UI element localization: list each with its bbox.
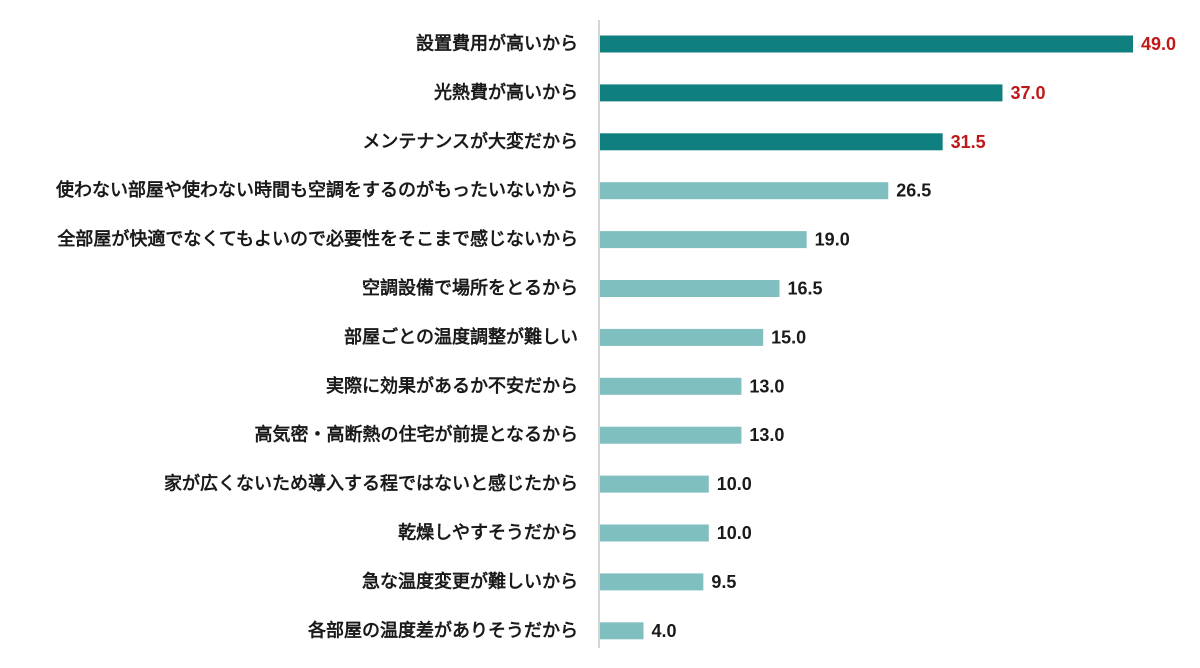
bar-row: 設置費用が高いから 49.0 xyxy=(416,33,1176,55)
category-label: 設置費用が高いから xyxy=(416,33,578,55)
value-label: 16.5 xyxy=(787,279,822,299)
bar xyxy=(600,328,764,346)
value-label: 9.5 xyxy=(711,572,736,592)
bar-row: 各部屋の温度差がありそうだから 4.0 xyxy=(307,619,677,641)
category-label: 乾燥しやすそうだから xyxy=(398,522,578,544)
bar-row: 使わない部屋や使わない時間も空調をするのがもったいないから 26.5 xyxy=(55,179,931,201)
bar-row: 高気密・高断熱の住宅が前提となるから 13.0 xyxy=(255,424,785,446)
bar-row: 実際に効果があるか不安だから 13.0 xyxy=(326,375,784,397)
bar xyxy=(600,84,1003,102)
bar xyxy=(600,231,807,249)
value-label: 13.0 xyxy=(749,376,784,396)
category-label: 空調設備で場所をとるから xyxy=(362,277,578,299)
category-label: 実際に効果があるか不安だから xyxy=(326,375,578,397)
category-label: メンテナンスが大変だから xyxy=(362,130,578,152)
bar xyxy=(600,426,742,444)
bar-row: 乾燥しやすそうだから 10.0 xyxy=(398,522,752,544)
bar-row: 空調設備で場所をとるから 16.5 xyxy=(362,277,823,299)
bar xyxy=(600,280,780,297)
value-label: 4.0 xyxy=(652,621,677,641)
bar xyxy=(600,475,709,493)
bar xyxy=(600,182,889,200)
value-label: 49.0 xyxy=(1141,34,1176,54)
bar-row: 家が広くないため導入する程ではないと感じたから 10.0 xyxy=(164,473,752,495)
value-label: 15.0 xyxy=(771,327,806,347)
bar xyxy=(600,573,704,591)
value-label: 10.0 xyxy=(717,523,752,543)
value-label: 37.0 xyxy=(1010,83,1045,103)
category-label: 使わない部屋や使わない時間も空調をするのがもったいないから xyxy=(55,179,578,201)
bar-row: メンテナンスが大変だから 31.5 xyxy=(362,130,985,152)
chart-rows: 設置費用が高いから 49.0 光熱費が高いから 37.0 メンテナンスが大変だから 31.… xyxy=(55,33,1176,642)
bar-row: 全部屋が快適でなくてもよいので必要性をそこまで感じないから 19.0 xyxy=(56,228,849,250)
bar-row: 急な温度変更が難しいから 9.5 xyxy=(362,570,736,592)
category-label: 家が広くないため導入する程ではないと感じたから xyxy=(164,473,578,495)
category-label: 各部屋の温度差がありそうだから xyxy=(307,619,578,641)
value-label: 13.0 xyxy=(749,425,784,445)
bar xyxy=(600,524,709,542)
value-label: 31.5 xyxy=(951,132,986,152)
category-label: 部屋ごとの温度調整が難しい xyxy=(344,326,578,348)
bar xyxy=(600,133,943,151)
category-label: 光熱費が高いから xyxy=(433,81,578,103)
value-label: 19.0 xyxy=(815,230,850,250)
bar xyxy=(600,377,742,395)
bar xyxy=(600,622,644,640)
category-label: 高気密・高断熱の住宅が前提となるから xyxy=(255,424,578,446)
category-label: 全部屋が快適でなくてもよいので必要性をそこまで感じないから xyxy=(56,228,578,250)
value-label: 10.0 xyxy=(717,474,752,494)
category-label: 急な温度変更が難しいから xyxy=(362,570,578,592)
bar-row: 部屋ごとの温度調整が難しい 15.0 xyxy=(344,326,806,348)
bar-row: 光熱費が高いから 37.0 xyxy=(433,81,1046,103)
bar xyxy=(600,35,1133,53)
value-label: 26.5 xyxy=(896,181,931,201)
